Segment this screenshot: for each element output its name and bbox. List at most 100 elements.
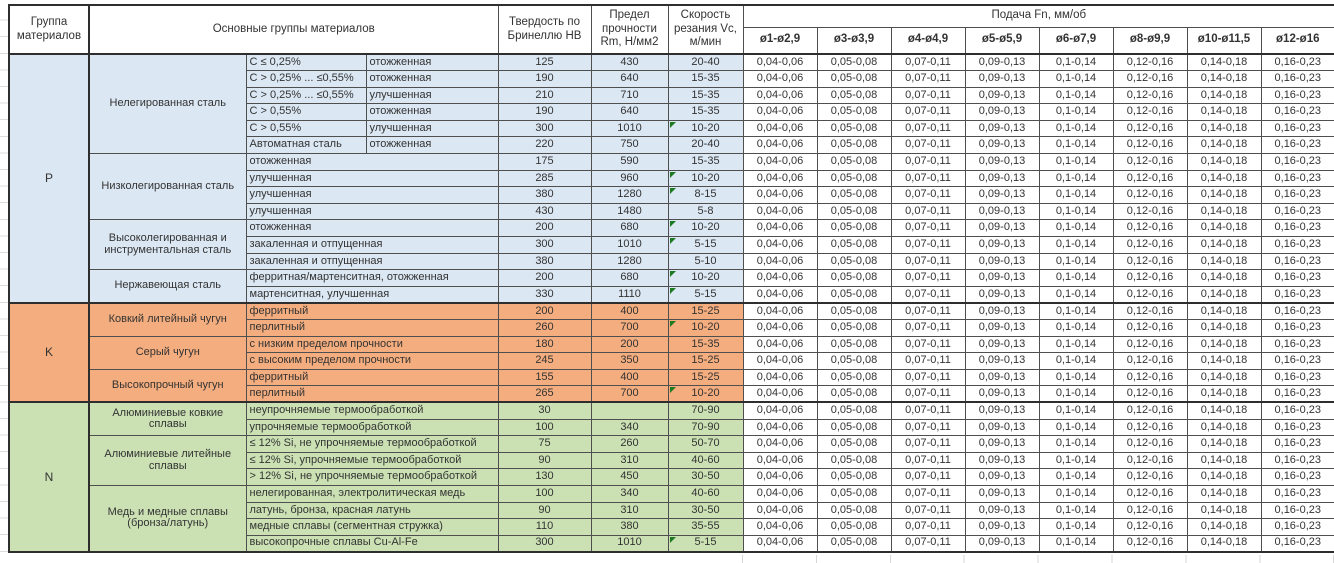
material-condition-cell: мартенситная, улучшенная [245,285,499,304]
cutting-speed-vc-cell: 10-20 [667,119,744,138]
feed-value-cell: 0,04-0,06 [742,484,818,503]
feed-value-cell: 0,09-0,13 [964,352,1040,370]
feed-value-cell: 0,14-0,18 [1186,136,1262,155]
feed-value-cell: 0,12-0,16 [1112,501,1188,520]
feed-value-cell: 0,14-0,18 [1186,269,1262,287]
material-condition-cell: улучшенная [365,119,499,138]
header-tensile-strength: Предел прочности Rm, Н/мм2 [590,4,669,55]
material-condition-cell: перлитный [245,319,499,337]
header-diameter-range: ø3-ø3,9 [816,26,892,55]
feed-value-cell: 0,16-0,23 [1260,136,1334,155]
hardness-hb-cell: 265 [497,385,592,403]
feed-value-cell: 0,16-0,23 [1260,186,1334,204]
feed-value-cell: 0,05-0,08 [816,335,892,354]
feed-value-cell: 0,1-0,14 [1038,534,1114,553]
feed-value-cell: 0,12-0,16 [1112,103,1188,121]
table-row: перлитный 260 700 10-20 0,04-0,06 0,05-0,08 0,… [9,319,1334,337]
feed-value-cell: 0,16-0,23 [1260,153,1334,171]
strength-rm-cell: 340 [590,418,669,437]
cutting-speed-vc-cell: 5-15 [667,236,744,254]
feed-value-cell: 0,05-0,08 [816,53,892,72]
table-row: латунь, бронза, красная латунь 90 310 30-50… [9,501,1334,520]
strength-rm-cell: 710 [590,86,669,105]
feed-value-cell: 0,09-0,13 [964,53,1040,72]
feed-value-cell: 0,12-0,16 [1112,252,1188,271]
feed-value-cell: 0,12-0,16 [1112,219,1188,238]
strength-rm-cell: 1010 [590,119,669,138]
feed-value-cell: 0,16-0,23 [1260,301,1334,320]
feed-value-cell: 0,04-0,06 [742,269,818,287]
feed-value-cell: 0,05-0,08 [816,169,892,188]
feed-value-cell: 0,05-0,08 [816,451,892,470]
feed-value-cell: 0,14-0,18 [1186,153,1262,171]
subgroup-name-cell: Высокопрочный чугун [88,368,247,403]
feed-value-cell: 0,14-0,18 [1186,352,1262,370]
feed-value-cell: 0,09-0,13 [964,269,1040,287]
feed-value-cell: 0,04-0,06 [742,119,818,138]
hardness-hb-cell: 90 [497,451,592,470]
feed-value-cell: 0,1-0,14 [1038,352,1114,370]
feed-value-cell: 0,14-0,18 [1186,468,1262,486]
feed-value-cell: 0,16-0,23 [1260,335,1334,354]
feed-value-cell: 0,09-0,13 [964,484,1040,503]
feed-value-cell: 0,1-0,14 [1038,501,1114,520]
feed-value-cell: 0,05-0,08 [816,285,892,304]
feed-value-cell: 0,16-0,23 [1260,352,1334,370]
materials-table: Группа материалов Основные группы матери… [8,4,1334,553]
feed-value-cell: 0,1-0,14 [1038,219,1114,238]
table-row: C > 0,55% улучшенная 300 1010 10-20 0,04-0,06… [9,119,1334,138]
hardness-hb-cell: 100 [497,484,592,503]
feed-value-cell: 0,1-0,14 [1038,103,1114,121]
feed-value-cell: 0,14-0,18 [1186,169,1262,188]
feed-value-cell: 0,16-0,23 [1260,401,1334,420]
strength-rm-cell: 430 [590,53,669,72]
feed-value-cell: 0,16-0,23 [1260,70,1334,88]
hardness-hb-cell: 155 [497,368,592,387]
strength-rm-cell [590,401,669,420]
header-diameter-range: ø5-ø5,9 [964,26,1040,55]
feed-value-cell: 0,07-0,11 [890,418,966,437]
feed-value-cell: 0,14-0,18 [1186,301,1262,320]
feed-value-cell: 0,14-0,18 [1186,285,1262,304]
table-row: K Ковкий литейный чугун ферритный 200 400 15-… [8,301,1334,403]
hardness-hb-cell: 220 [497,136,592,155]
feed-value-cell: 0,05-0,08 [816,501,892,520]
hardness-hb-cell: 380 [497,252,592,271]
hardness-hb-cell: 300 [497,119,592,138]
feed-value-cell: 0,04-0,06 [742,335,818,354]
material-spec-cell: C > 0,25% ... ≤0,55% [245,86,367,105]
cutting-speed-vc-cell: 15-35 [667,103,744,121]
hardness-hb-cell: 110 [497,518,592,536]
feed-value-cell: 0,16-0,23 [1260,451,1334,470]
subgroup-name-cell: Алюминиевые ковкие сплавы [88,401,247,437]
strength-rm-cell: 1010 [590,236,669,254]
feed-value-cell: 0,05-0,08 [816,534,892,553]
table-row: N Алюминиевые ковкие сплавы неупрочняемые … [8,401,1334,553]
header-diameter-range: ø4-ø4,9 [890,26,966,55]
feed-value-cell: 0,1-0,14 [1038,202,1114,221]
subgroup-name-cell: Нелегированная сталь [88,53,247,155]
table-row: P Нелегированная сталь C ≤ 0,25% отожженная… [8,53,1334,304]
feed-value-cell: 0,05-0,08 [816,186,892,204]
header-row-diameters: ø1-ø2,9 ø3-ø3,9 ø4-ø4,9 ø5-ø5,9 ø6-ø7,9 … [9,26,1334,55]
material-condition-cell: отожженная [365,103,499,121]
hardness-hb-cell: 200 [497,269,592,287]
feed-value-cell: 0,09-0,13 [964,202,1040,221]
feed-value-cell: 0,12-0,16 [1112,418,1188,437]
hardness-hb-cell: 300 [497,534,592,553]
subgroup-name-cell: Серый чугун [88,335,247,370]
feed-value-cell: 0,05-0,08 [816,219,892,238]
feed-value-cell: 0,09-0,13 [964,534,1040,553]
strength-rm-cell: 400 [590,301,669,320]
feed-value-cell: 0,07-0,11 [890,518,966,536]
cutting-speed-vc-cell: 30-50 [667,501,744,520]
feed-value-cell: 0,1-0,14 [1038,468,1114,486]
hardness-hb-cell: 380 [497,186,592,204]
feed-value-cell: 0,12-0,16 [1112,534,1188,553]
material-condition-cell: отожженная [365,53,499,72]
table-row: Автоматная сталь отожженная 220 750 20-40 0,0… [9,136,1334,155]
feed-value-cell: 0,16-0,23 [1260,103,1334,121]
header-brinell-hardness: Твердость по Бринеллю НВ [497,4,592,55]
feed-value-cell: 0,07-0,11 [890,352,966,370]
table-body: P Нелегированная сталь C ≤ 0,25% отожженная… [8,53,1334,553]
